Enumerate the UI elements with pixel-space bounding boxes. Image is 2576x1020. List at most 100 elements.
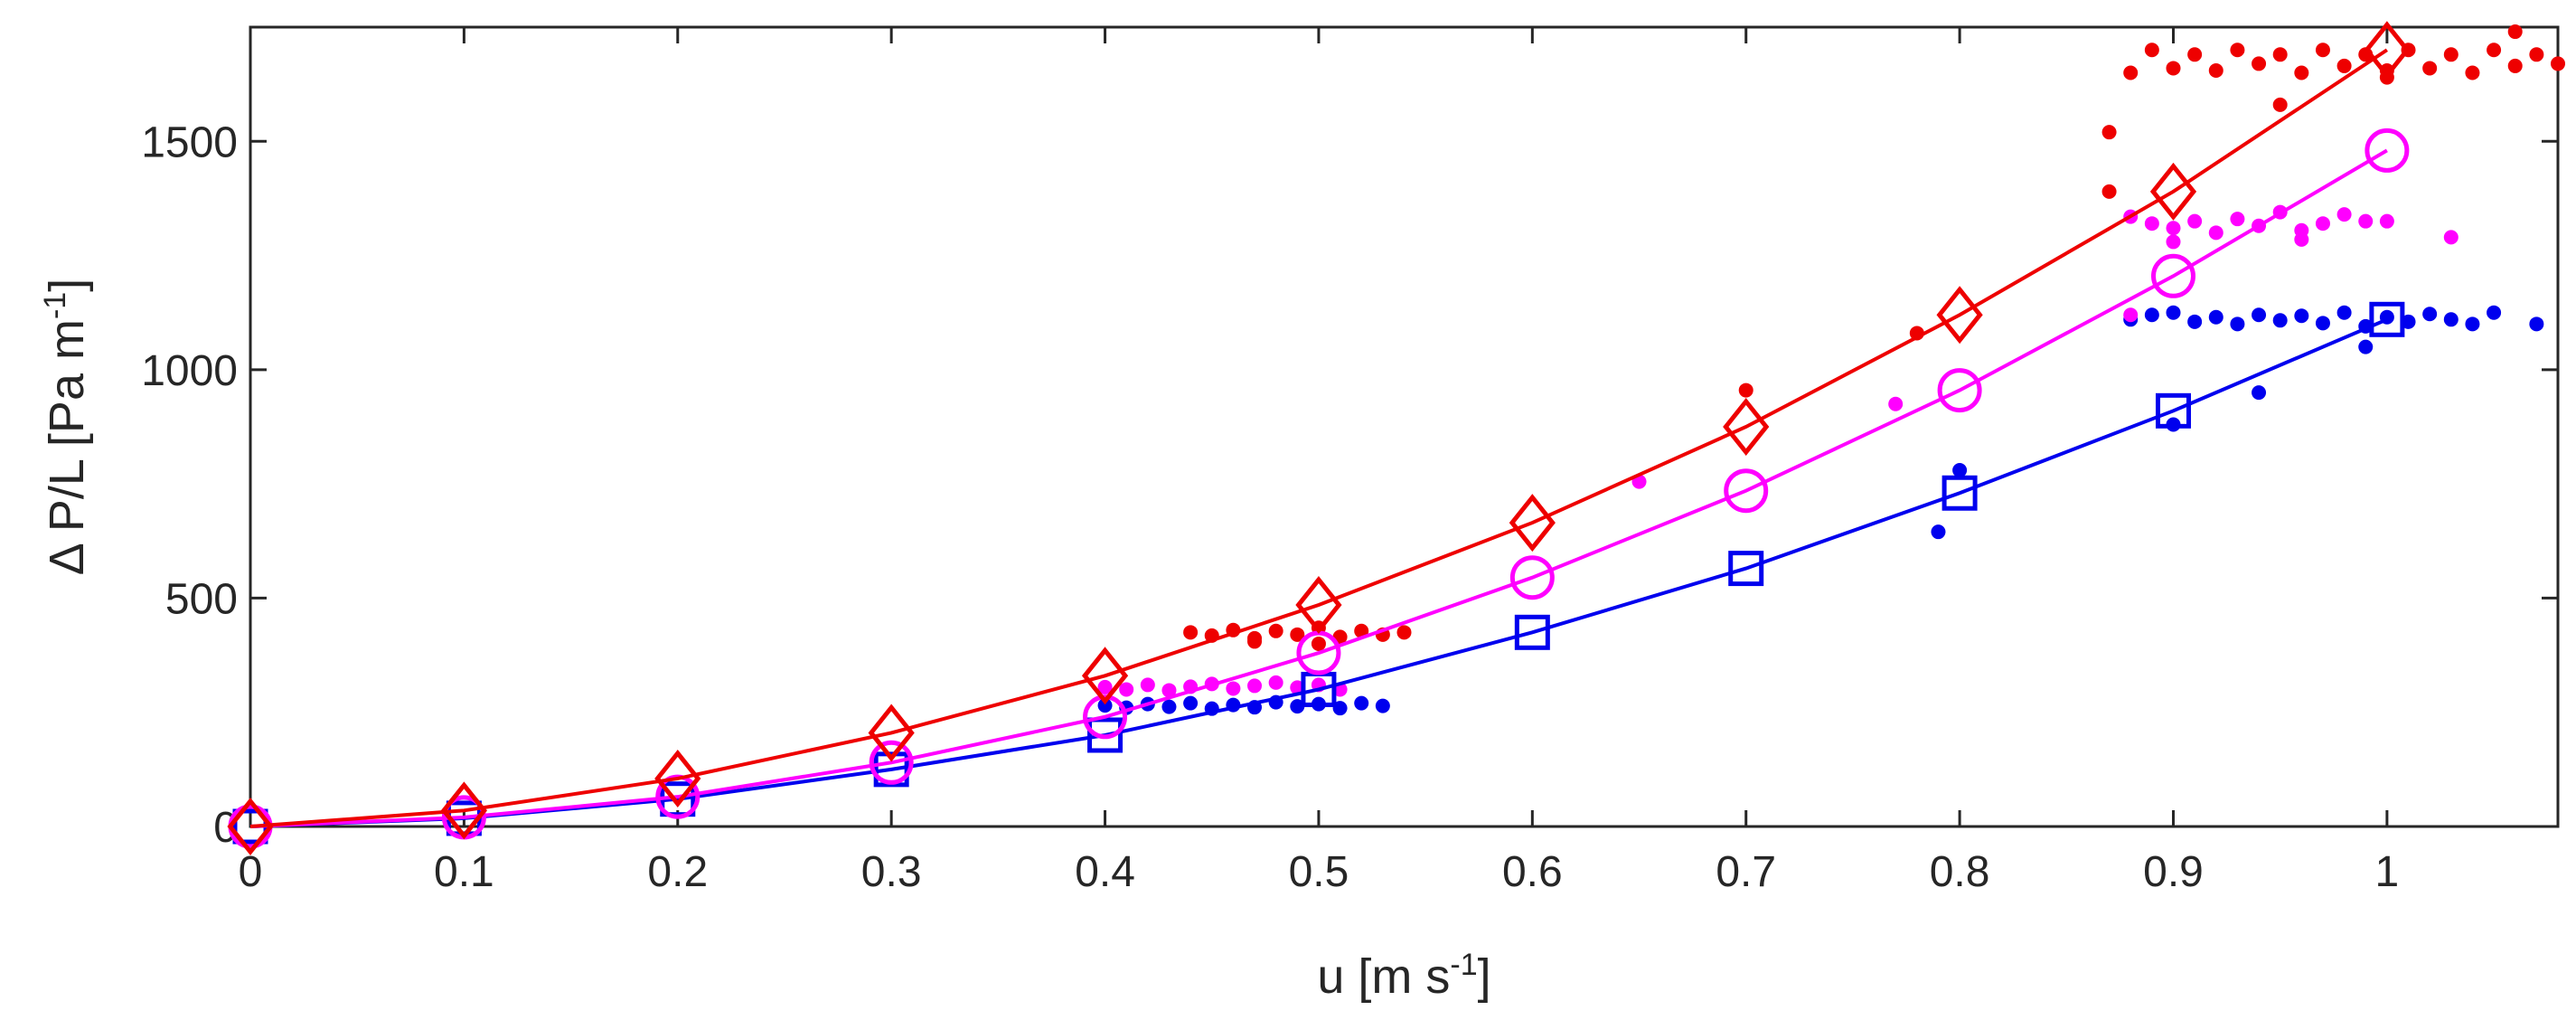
data-point	[2529, 47, 2544, 62]
data-point	[2166, 61, 2181, 76]
data-point	[2252, 56, 2267, 71]
marker-circle	[1724, 468, 1769, 514]
data-point	[2487, 42, 2502, 58]
data-point	[2101, 125, 2117, 140]
data-point	[2252, 307, 2267, 323]
data-point	[2465, 65, 2480, 80]
marker-circle	[2151, 253, 2195, 298]
series-magenta	[228, 128, 2410, 849]
data-point	[2336, 58, 2352, 73]
marker-square	[2156, 392, 2191, 429]
data-point	[1290, 627, 1305, 642]
data-point	[2443, 47, 2458, 62]
data-point	[2422, 307, 2438, 322]
marker-diamond	[1081, 647, 1129, 705]
data-point	[1888, 396, 1904, 411]
data-point	[1119, 682, 1134, 697]
data-point	[2422, 61, 2438, 76]
y-tick-label: 500	[165, 575, 238, 623]
marker-diamond	[1509, 494, 1556, 552]
data-point	[2443, 312, 2458, 327]
series-line	[249, 317, 2388, 828]
data-point	[2358, 339, 2374, 354]
series-blue	[232, 301, 2405, 845]
data-point	[1931, 524, 1946, 540]
data-point	[1097, 679, 1113, 694]
data-point	[2123, 307, 2139, 323]
x-tick-label: 1	[2375, 848, 2400, 896]
data-point	[2252, 385, 2267, 401]
scatter-magenta	[1097, 204, 2458, 698]
x-tick-label: 0.3	[861, 848, 922, 896]
marker-square	[2369, 301, 2405, 337]
marker-square	[873, 751, 909, 788]
data-point	[1268, 623, 1283, 638]
data-point	[2336, 207, 2352, 222]
data-point	[2166, 234, 2181, 250]
data-point	[1738, 382, 1753, 398]
marker-diamond	[1723, 397, 1770, 457]
data-point	[2187, 47, 2203, 62]
data-point	[2401, 314, 2416, 329]
data-point	[2294, 231, 2309, 247]
data-point	[2358, 213, 2374, 229]
data-point	[2336, 305, 2352, 320]
y-axis-label-close: ]	[40, 279, 94, 292]
data-point	[2272, 97, 2288, 112]
data-point	[1952, 462, 1968, 477]
x-tick-label: 0.6	[1502, 848, 1563, 896]
data-point	[1332, 701, 1348, 716]
x-tick-label: 0	[239, 848, 263, 896]
x-tick-label: 0.9	[2143, 848, 2204, 896]
data-point	[2230, 316, 2245, 332]
data-point	[2551, 56, 2565, 71]
marker-diamond	[1295, 576, 1342, 635]
marker-diamond	[2364, 21, 2411, 80]
marker-diamond	[868, 704, 915, 762]
data-point	[2465, 316, 2480, 332]
data-point	[1183, 695, 1199, 711]
series-line	[249, 48, 2388, 828]
x-axis-label-sup: -1	[1450, 948, 1477, 982]
data-point	[1311, 636, 1326, 651]
x-axis-label-main: u [m s	[1317, 949, 1450, 1004]
marker-diamond	[227, 797, 274, 856]
x-axis-label: u [m s-1]	[1317, 948, 1490, 1004]
marker-diamond	[654, 749, 701, 808]
marker-circle	[1083, 694, 1128, 740]
axes-box	[249, 25, 2560, 828]
data-point	[2208, 62, 2223, 78]
data-point	[2230, 212, 2245, 227]
data-point	[1375, 698, 1390, 713]
marker-square	[1514, 614, 1550, 650]
x-tick-label: 0.7	[1716, 848, 1776, 896]
marker-circle	[1937, 368, 1982, 413]
marker-circle	[2364, 128, 2410, 173]
data-point	[2507, 24, 2523, 40]
data-point	[1290, 680, 1305, 695]
x-tick-label: 0.5	[1289, 848, 1349, 896]
marker-diamond	[1936, 286, 1983, 345]
data-point	[2187, 213, 2203, 229]
data-point	[2529, 316, 2544, 332]
axis-ticks: 0 0.1 0.2 0.3 0.4 0.5 0.6 0.7 0.8 0.9 105001000150…	[141, 27, 2558, 896]
data-point	[1097, 698, 1113, 713]
data-point	[1161, 683, 1177, 698]
y-tick-label: 1500	[141, 118, 238, 166]
x-tick-label: 0.1	[434, 848, 494, 896]
data-point	[1226, 681, 1241, 696]
data-point	[2443, 230, 2458, 245]
marker-diamond	[440, 781, 487, 840]
marker-square	[1087, 717, 1123, 753]
data-point	[1140, 677, 1155, 693]
data-point	[2144, 307, 2159, 323]
series-line	[249, 148, 2388, 828]
x-tick-label: 0.2	[647, 848, 708, 896]
data-point	[1183, 625, 1199, 640]
marker-square	[1941, 475, 1978, 511]
x-tick-label: 0.4	[1075, 848, 1135, 896]
data-point	[2507, 58, 2523, 73]
data-point	[1247, 634, 1263, 649]
series-red	[227, 21, 2411, 856]
